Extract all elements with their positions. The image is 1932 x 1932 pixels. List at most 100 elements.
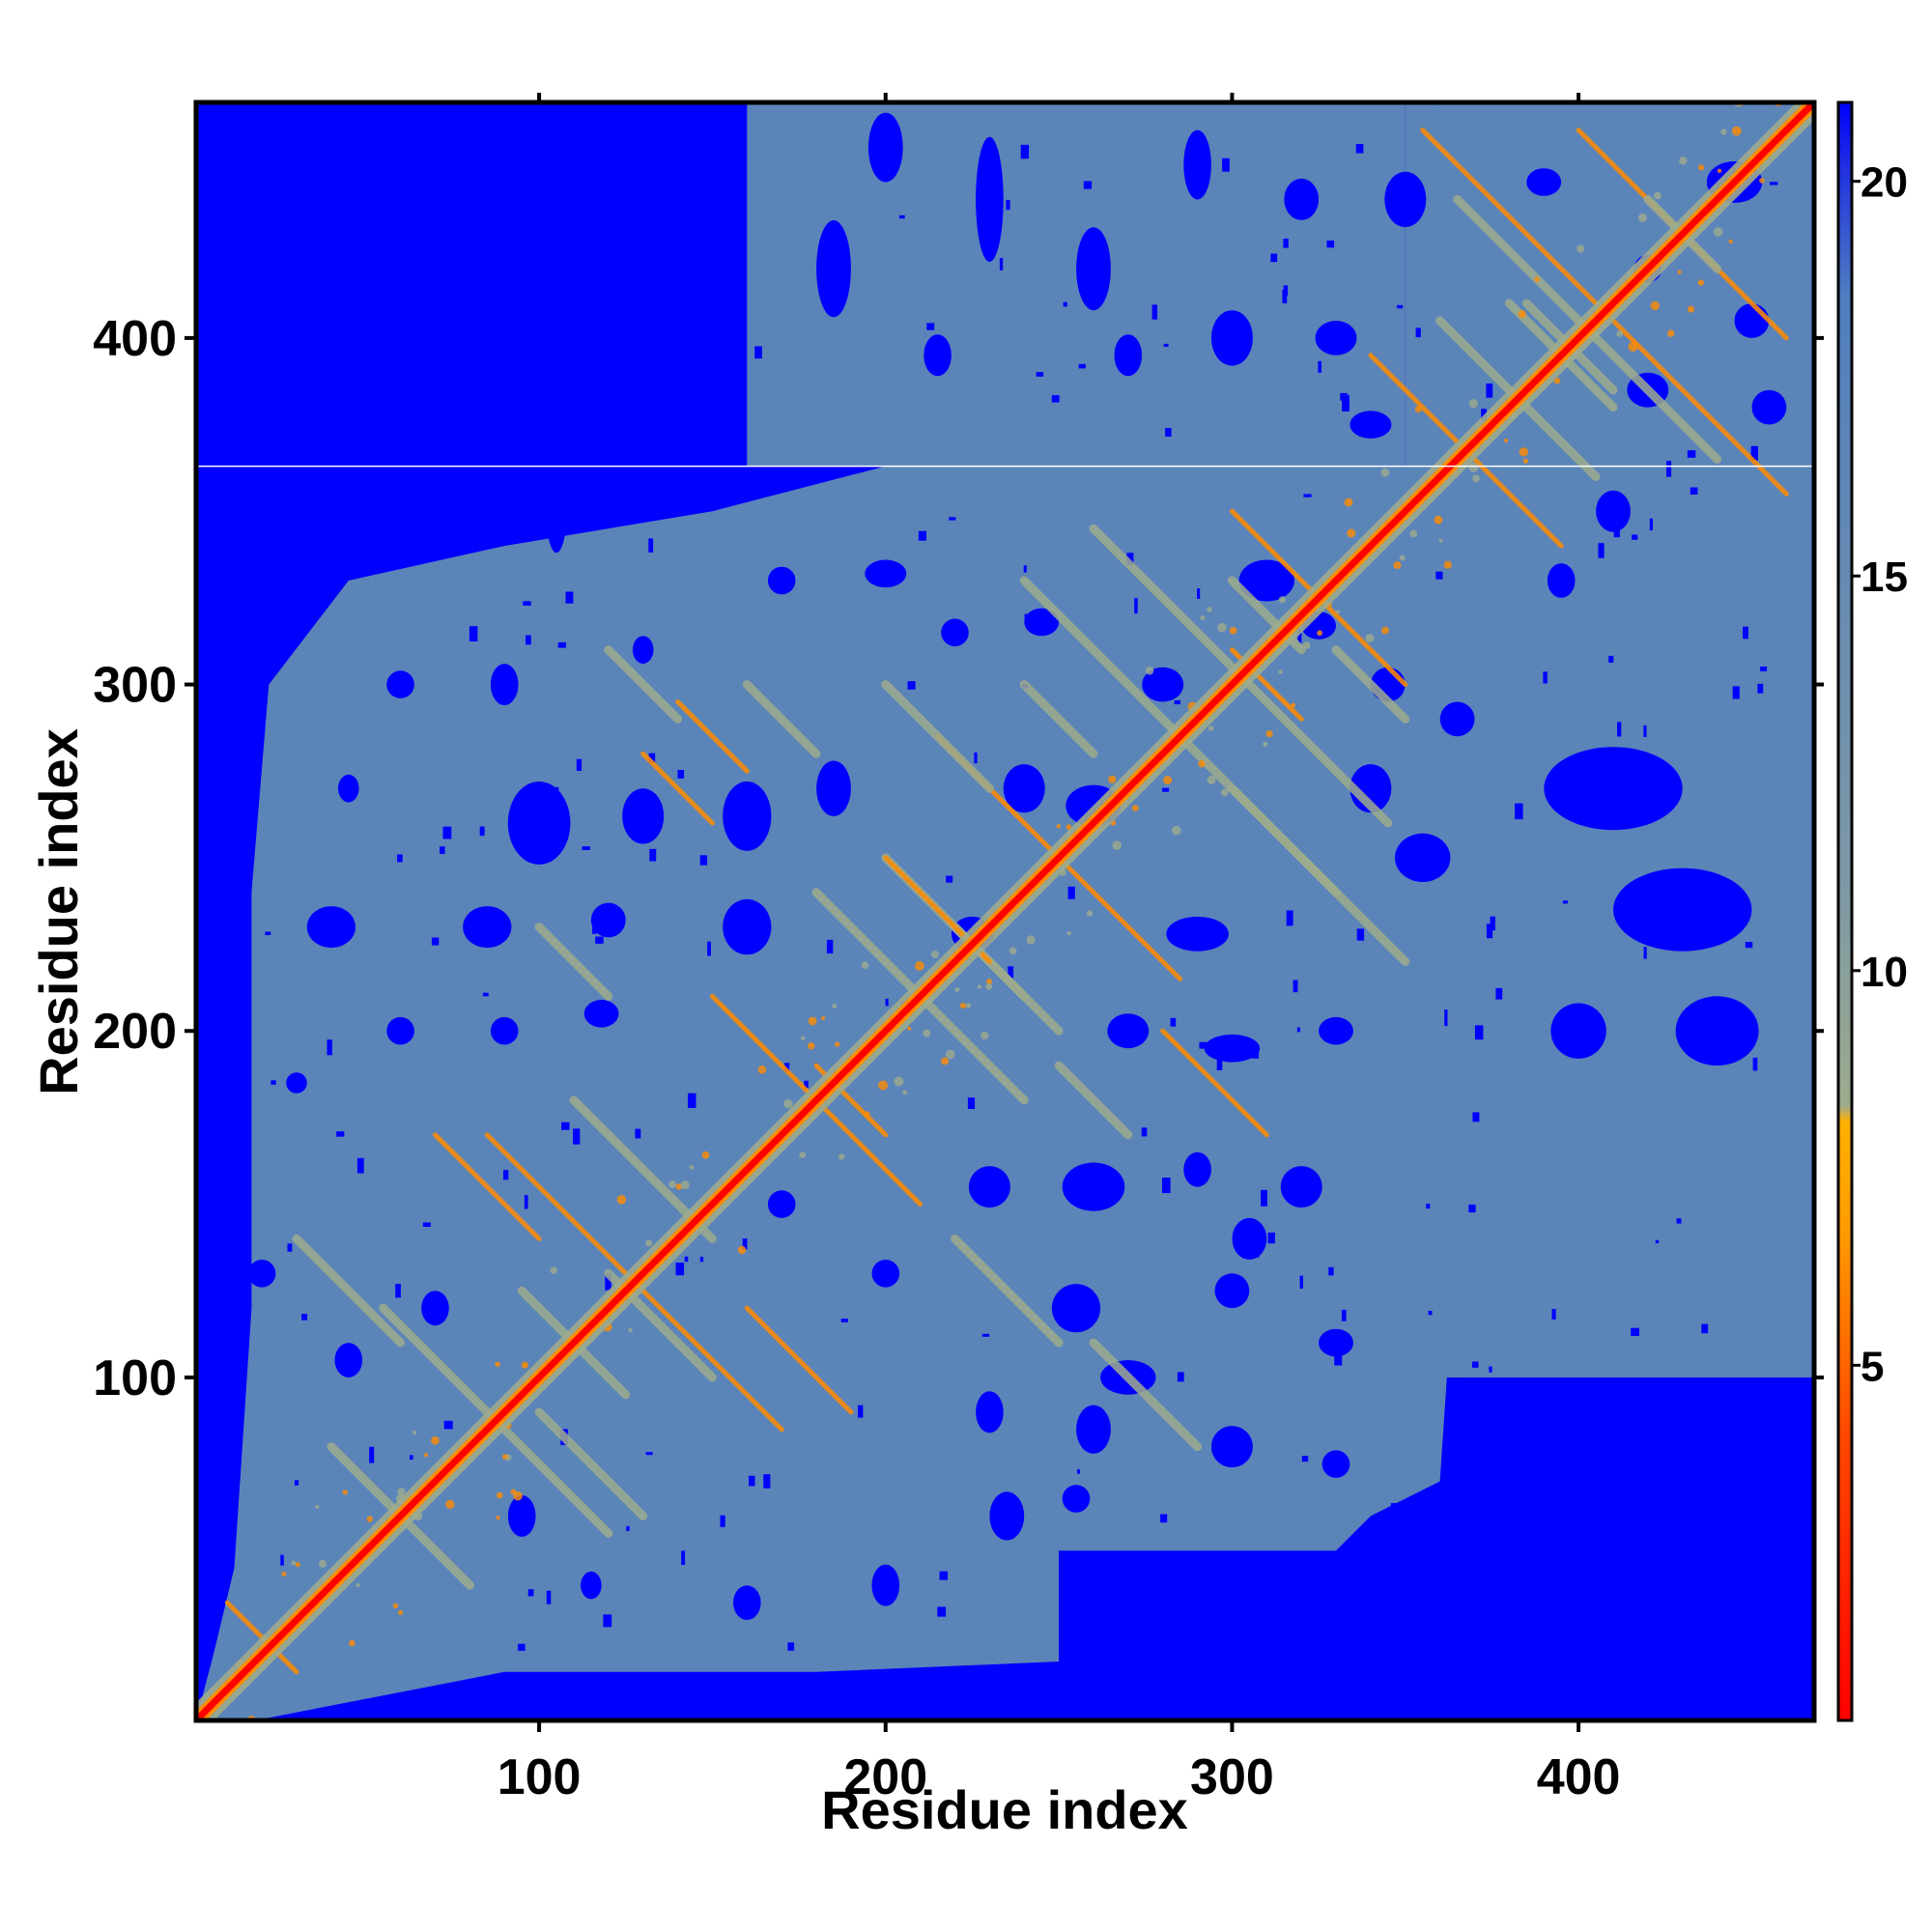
- speckle-153: [1216, 1055, 1223, 1070]
- contact-dot-150: [959, 1003, 967, 1009]
- speckle-60: [700, 401, 709, 417]
- far-hole-47: [1596, 490, 1631, 532]
- contact-dot-89: [281, 1571, 287, 1577]
- far-hole-54: [976, 136, 1004, 262]
- speckle-129: [728, 444, 738, 452]
- speckle-186: [351, 314, 355, 322]
- speckle-218: [295, 1480, 299, 1486]
- x-tick-label-300: 300: [1190, 1749, 1274, 1805]
- speckle-19: [946, 875, 953, 883]
- contact-dot-69: [424, 1453, 429, 1458]
- contact-dot-101: [1534, 276, 1540, 282]
- contact-dot-46: [668, 1180, 676, 1188]
- contact-dot-22: [1263, 741, 1268, 747]
- speckle-128: [374, 467, 381, 476]
- speckle-56: [1355, 144, 1364, 154]
- far-hole-34: [1024, 608, 1060, 637]
- contact-line-30: [744, 1305, 854, 1415]
- speckle-134: [488, 416, 492, 429]
- speckle-11: [1078, 363, 1086, 369]
- contact-dot-117: [1697, 279, 1705, 286]
- speckle-162: [1690, 487, 1698, 495]
- contact-dot-85: [1577, 244, 1585, 253]
- speckle-102: [720, 1515, 725, 1527]
- far-hole-8: [590, 902, 626, 938]
- speckle-214: [1165, 428, 1172, 437]
- speckle-57: [1282, 290, 1288, 303]
- speckle-113: [518, 1643, 526, 1651]
- speckle-152: [573, 1128, 581, 1145]
- speckle-18: [1197, 588, 1201, 599]
- speckle-138: [1394, 1623, 1403, 1640]
- speckle-59: [1649, 518, 1653, 530]
- far-hole-76: [989, 1492, 1025, 1541]
- y-tick-label-100: 100: [93, 1350, 177, 1406]
- speckle-46: [699, 855, 708, 866]
- contact-dot-62: [1278, 669, 1283, 674]
- speckle-36: [442, 826, 452, 839]
- contact-dot-4: [878, 1080, 889, 1091]
- speckle-35: [804, 1080, 809, 1089]
- far-hole-32: [865, 559, 907, 588]
- contact-dot-121: [1468, 399, 1478, 409]
- far-hole-78: [976, 1391, 1004, 1434]
- far-hole-51: [1526, 168, 1562, 196]
- speckle-17: [1486, 923, 1493, 939]
- speckle-41: [1435, 571, 1443, 580]
- contact-region-upper: [747, 102, 1406, 467]
- contact-dot-56: [915, 961, 924, 971]
- contact-dot-78: [1026, 935, 1036, 945]
- speckle-5: [431, 937, 440, 946]
- contact-dot-105: [1679, 156, 1688, 165]
- speckle-163: [784, 1063, 790, 1072]
- contact-dot-93: [1220, 788, 1229, 797]
- contact-dot-17: [398, 1609, 404, 1615]
- speckle-194: [1077, 1469, 1081, 1474]
- far-hole-53: [1751, 389, 1787, 425]
- far-hole-11: [1166, 916, 1229, 952]
- contact-dot-61: [1650, 300, 1661, 311]
- contact-dot-112: [366, 1516, 374, 1522]
- speckle-146: [1020, 144, 1030, 159]
- contact-dot-149: [737, 1245, 747, 1255]
- contact-dot-92: [291, 1560, 297, 1566]
- speckle-154: [1632, 534, 1638, 540]
- speckle-183: [1608, 1402, 1616, 1418]
- contact-line-27: [433, 1132, 542, 1241]
- colorbar-tick-label-20: 20: [1861, 159, 1908, 207]
- speckle-77: [699, 1257, 704, 1263]
- contact-dot-88: [1438, 538, 1443, 543]
- speckle-143: [675, 1263, 685, 1276]
- contact-dot-42: [907, 1026, 912, 1031]
- speckle-20: [1006, 199, 1010, 211]
- far-hole-60: [1210, 310, 1253, 366]
- contact-dot-157: [835, 1041, 840, 1047]
- speckle-23: [693, 445, 702, 456]
- far-hole-6: [306, 906, 355, 949]
- contact-dot-90: [496, 1516, 500, 1520]
- speckle-89: [1255, 1253, 1260, 1258]
- speckle-202: [907, 681, 916, 690]
- speckle-111: [707, 941, 711, 956]
- contact-dot-63: [1728, 239, 1733, 244]
- speckle-190: [1036, 372, 1044, 377]
- speckle-48: [1435, 1607, 1439, 1618]
- speckle-1: [1297, 628, 1302, 643]
- speckle-210: [1687, 450, 1696, 458]
- speckle-133: [1486, 384, 1493, 398]
- far-hole-1: [622, 788, 665, 844]
- contact-dot-55: [1086, 910, 1094, 917]
- speckle-26: [395, 1284, 401, 1298]
- contact-dot-124: [1553, 377, 1561, 384]
- contact-dot-113: [838, 1153, 845, 1160]
- far-hole-21: [1183, 1151, 1211, 1187]
- contact-line-28: [534, 1407, 648, 1520]
- speckle-65: [1428, 1311, 1433, 1316]
- contact-dot-76: [1056, 824, 1062, 829]
- contact-dot-13: [295, 1562, 300, 1568]
- speckle-70: [1495, 987, 1503, 1000]
- contact-line-40: [1019, 680, 1098, 758]
- far-hole-12: [386, 1016, 414, 1045]
- far-hole-57: [1183, 129, 1211, 200]
- speckle-184: [1079, 793, 1083, 804]
